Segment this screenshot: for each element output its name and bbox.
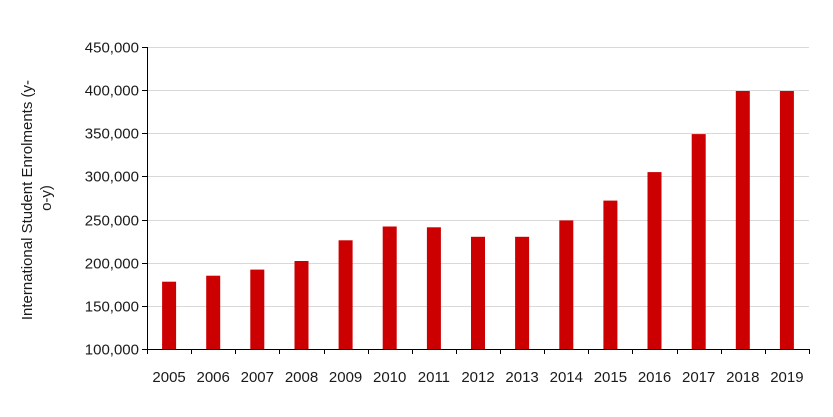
y-tick-label: 400,000	[85, 83, 139, 100]
x-tick-label: 2005	[152, 369, 185, 386]
axes	[142, 47, 810, 354]
x-tick-label: 2016	[638, 369, 671, 386]
bar-2015	[603, 200, 618, 349]
x-tick-label: 2011	[418, 369, 450, 386]
x-tick-label: 2007	[241, 369, 274, 386]
bar-2005	[162, 281, 177, 349]
bar-2014	[559, 220, 574, 349]
x-tick-label: 2009	[329, 369, 362, 386]
x-tick-label: 2012	[461, 369, 494, 386]
y-axis-title-line-1: International Student Enrolments (y-	[19, 80, 36, 320]
x-tick-label: 2010	[373, 369, 406, 386]
bar-2019	[779, 91, 794, 349]
bar-2018	[735, 91, 750, 349]
bar-2016	[647, 172, 662, 349]
bar-2007	[250, 269, 265, 349]
x-tick-label: 2014	[550, 369, 583, 386]
x-tick-label: 2019	[770, 369, 803, 386]
bar-2017	[691, 134, 706, 349]
x-tick-label: 2013	[505, 369, 538, 386]
bar-2010	[382, 226, 397, 349]
y-tick-label: 300,000	[85, 169, 139, 186]
y-axis-title-line-2: o-y)	[38, 185, 55, 211]
y-axis-title: International Student Enrolments (y- o-y…	[19, 76, 55, 320]
bar-2011	[426, 227, 441, 349]
y-tick-label: 150,000	[85, 299, 139, 316]
bar-2013	[515, 236, 530, 349]
y-tick-label: 100,000	[85, 342, 139, 359]
x-tick-label: 2017	[682, 369, 715, 386]
y-tick-label: 200,000	[85, 256, 139, 273]
y-tick-label: 250,000	[85, 213, 139, 230]
bar-2012	[471, 236, 485, 349]
x-tick-label: 2006	[197, 369, 230, 386]
bar-2008	[294, 261, 309, 349]
gridlines	[147, 47, 809, 307]
y-tick-label: 450,000	[85, 40, 139, 57]
bar-2006	[206, 275, 221, 349]
x-tick-label: 2015	[594, 369, 627, 386]
x-tick-label: 2008	[285, 369, 318, 386]
x-tick-labels: 2005 2006 2007 2008 2009 2010 2011 2012 2013 2014…	[152, 369, 803, 386]
y-tick-labels: 100,000 150,000 200,000 250,000 300,000 350,0…	[85, 40, 139, 359]
x-tick-label: 2018	[726, 369, 759, 386]
y-tick-label: 350,000	[85, 126, 139, 143]
bar-2009	[338, 240, 353, 349]
bars	[162, 91, 794, 349]
